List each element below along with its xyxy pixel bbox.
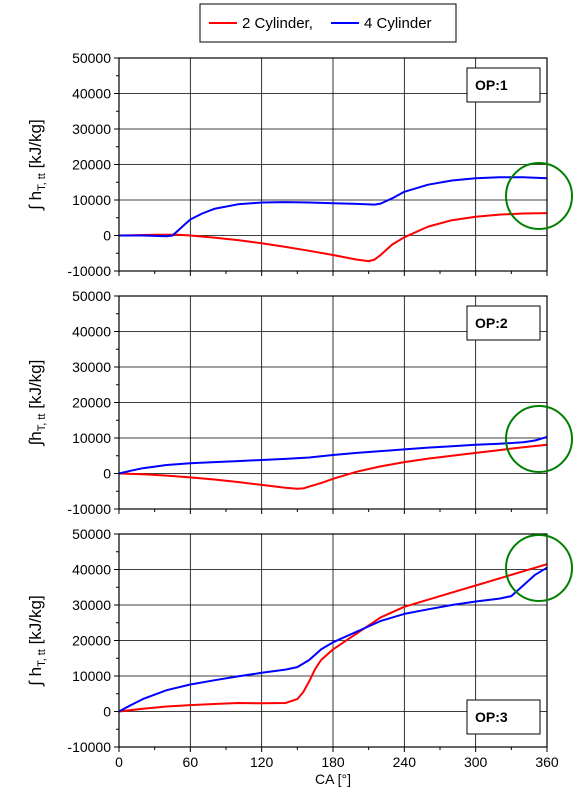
y-tick-label: 0 xyxy=(103,466,111,482)
y-tick-label: 40000 xyxy=(72,562,111,578)
x-axis-label: CA [°] xyxy=(315,771,351,787)
highlight-circle xyxy=(505,405,573,473)
x-tick-label: 120 xyxy=(250,754,274,770)
y-tick-label: 20000 xyxy=(72,633,111,649)
y-tick-label: 20000 xyxy=(72,395,111,411)
op-label-box xyxy=(466,67,541,103)
y-tick-label: 30000 xyxy=(72,121,111,137)
y-tick-label: 10000 xyxy=(72,668,111,684)
y-tick-label: -10000 xyxy=(67,501,111,517)
y-tick-label: 40000 xyxy=(72,86,111,102)
plot-frame xyxy=(118,295,548,510)
legend: 2 Cylinder, 4 Cylinder xyxy=(199,3,457,43)
op-label-box xyxy=(466,305,541,341)
y-tick-label: 50000 xyxy=(72,50,111,66)
highlight-circle xyxy=(505,534,573,602)
y-axis-label: ∫ hT, tt [kJ/kg] xyxy=(26,595,48,686)
panel-op3: 50000 40000 30000 20000 10000 0 -10000 OP:3 ∫ hT… xyxy=(26,526,573,755)
op-label-box xyxy=(466,699,541,735)
x-tick-label: 180 xyxy=(321,754,345,770)
series-line-4-cylinder xyxy=(119,176,548,238)
legend-label: 2 Cylinder, xyxy=(242,15,313,32)
y-axis-label: ∫hT, tt [kJ/kg] xyxy=(26,360,48,447)
op-label: OP:2 xyxy=(475,315,508,331)
y-tick-label: 40000 xyxy=(72,324,111,340)
highlight-circle xyxy=(505,162,573,230)
y-tick-label: 10000 xyxy=(72,430,111,446)
series-line-4-cylinder xyxy=(118,435,548,475)
y-tick-label: -10000 xyxy=(67,739,111,755)
panel-op2: 50000 40000 30000 20000 10000 0 -10000 OP:2 ∫hT,… xyxy=(26,288,573,517)
x-tick-label: 240 xyxy=(393,754,417,770)
op-label: OP:3 xyxy=(475,709,508,725)
y-tick-label: 50000 xyxy=(72,288,111,304)
legend-label: 4 Cylinder xyxy=(364,15,432,32)
y-axis-label: ∫ hT, tt [kJ/kg] xyxy=(26,119,48,210)
y-tick-label: 0 xyxy=(103,228,111,244)
plot-frame xyxy=(118,533,548,748)
y-tick-label: 30000 xyxy=(72,359,111,375)
y-tick-label: -10000 xyxy=(67,263,111,279)
legend-box xyxy=(199,3,457,43)
op-label: OP:1 xyxy=(475,77,508,93)
panel-op1: 50000 40000 30000 20000 10000 0 -10000 OP:1 ∫ hT… xyxy=(26,50,573,279)
y-tick-label: 10000 xyxy=(72,192,111,208)
x-tick-label: 360 xyxy=(535,754,559,770)
y-tick-label: 20000 xyxy=(72,157,111,173)
y-tick-label: 30000 xyxy=(72,597,111,613)
series-line-4-cylinder xyxy=(118,566,548,713)
x-tick-label: 300 xyxy=(464,754,488,770)
x-tick-label: 0 xyxy=(115,754,123,770)
series-line-2-cylinder xyxy=(118,443,548,490)
series-line-2-cylinder xyxy=(118,212,548,263)
x-tick-label: 60 xyxy=(183,754,199,770)
y-tick-label: 0 xyxy=(103,704,111,720)
y-tick-label: 50000 xyxy=(72,526,111,542)
series-line-2-cylinder xyxy=(118,563,548,713)
